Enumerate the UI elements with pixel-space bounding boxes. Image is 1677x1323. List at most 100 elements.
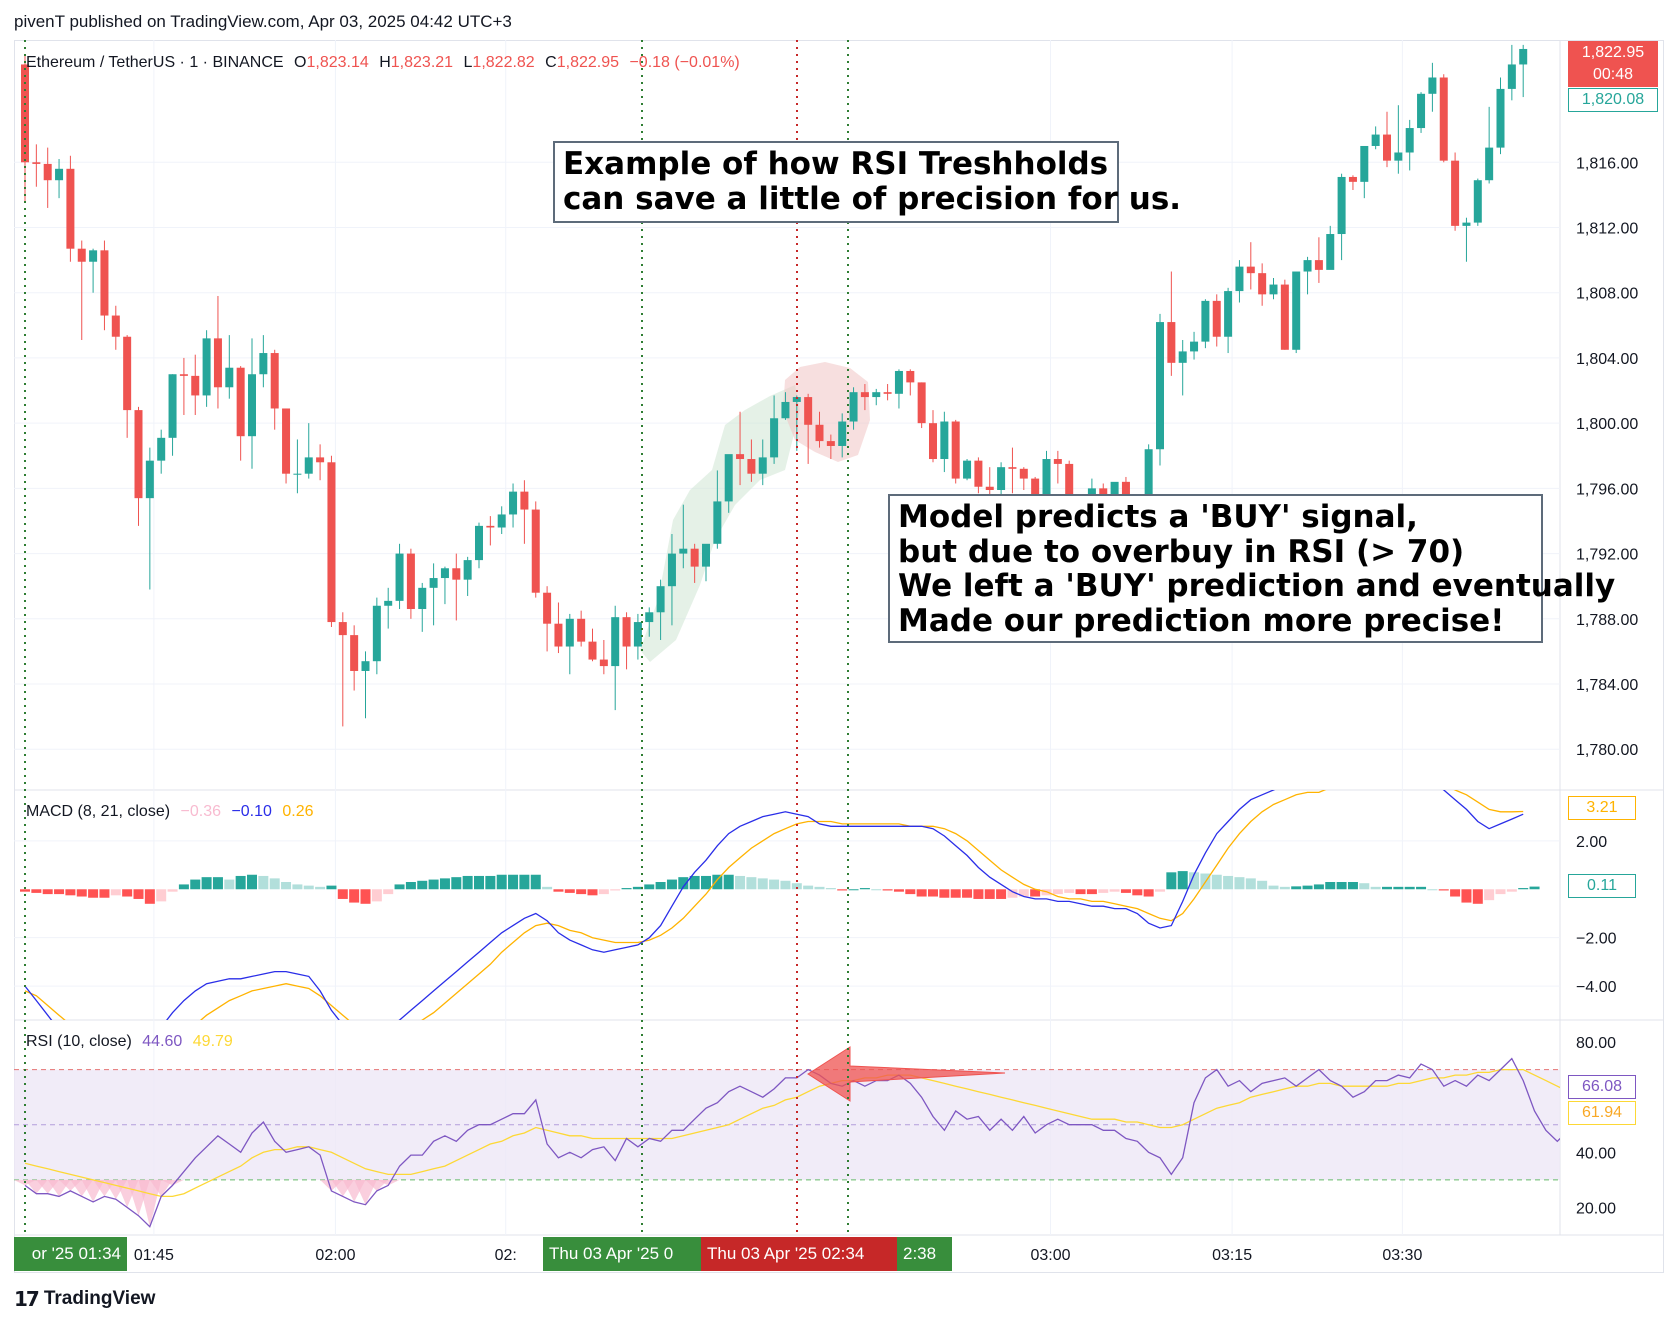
macd-histogram-bar	[190, 879, 201, 890]
macd-histogram-bar	[735, 875, 746, 890]
candle-body	[1507, 64, 1516, 89]
annotation-line: but due to overbuy in RSI (> 70)	[898, 533, 1465, 570]
candle-body	[781, 401, 790, 419]
candle-body	[123, 336, 132, 411]
candle-body	[77, 248, 86, 262]
macd-y-tick-label: −2.00	[1576, 931, 1617, 948]
tradingview-logo[interactable]: 17 TradingView	[14, 1287, 155, 1311]
macd-histogram-bar	[757, 878, 768, 890]
candle-body	[497, 514, 506, 528]
annotation-model-prediction[interactable]: Model predicts a 'BUY' signal, but due t…	[888, 494, 1615, 643]
macd-histogram-bar	[1484, 889, 1495, 901]
macd-histogram-bar	[1472, 889, 1483, 904]
macd-histogram-bar	[281, 882, 292, 890]
candle-body	[1031, 478, 1040, 497]
macd-histogram-bar	[1450, 889, 1461, 897]
macd-histogram-bar	[825, 888, 836, 890]
x-tick-label: 03:15	[1212, 1247, 1252, 1264]
candle-body	[531, 509, 540, 593]
macd-histogram-bar	[1189, 872, 1200, 890]
overbought-zone-highlight	[783, 362, 870, 462]
candle-body	[418, 587, 427, 610]
candle-body	[1269, 284, 1278, 295]
macd-histogram-bar	[394, 884, 405, 890]
candle-body	[1326, 234, 1335, 270]
rsi-y-tick-label: 80.00	[1576, 1035, 1616, 1052]
close-label: C	[545, 54, 557, 71]
macd-signal-box: 3.21	[1568, 796, 1636, 820]
candle-body	[702, 543, 710, 567]
macd-histogram-bar	[655, 882, 666, 890]
macd-histogram-bar	[439, 878, 450, 890]
high-value: 1,823.21	[390, 54, 454, 71]
macd-line	[24, 790, 1524, 1020]
macd-histogram-bar	[1234, 877, 1245, 890]
candle-body	[372, 605, 381, 662]
candle-body	[236, 367, 245, 437]
candle-body	[327, 462, 336, 623]
candle-body	[1212, 300, 1221, 337]
candle-body	[1065, 463, 1074, 502]
macd-histogram-bar	[99, 889, 110, 898]
macd-histogram-bar	[587, 889, 598, 896]
macd-histogram-bar	[712, 874, 723, 890]
candle-body	[1292, 271, 1301, 350]
candle-body	[384, 600, 393, 606]
candle-body	[543, 592, 552, 624]
symbol-label[interactable]: Ethereum / TetherUS · 1 · BINANCE	[26, 54, 284, 71]
candle-body	[225, 367, 234, 388]
tradingview-logo-icon: 17	[14, 1287, 40, 1311]
rsi-y-tick-label: 20.00	[1576, 1200, 1616, 1217]
macd-title[interactable]: MACD (8, 21, close)	[26, 803, 171, 820]
candle-body	[906, 370, 915, 383]
candle-body	[134, 410, 143, 499]
macd-histogram-bar	[1086, 889, 1097, 895]
macd-histogram-bar	[110, 889, 121, 896]
macd-histogram-bar	[791, 883, 802, 890]
y-tick-label: 1,812.00	[1576, 221, 1638, 238]
macd-histogram-bar	[1313, 884, 1324, 890]
candle-body	[1451, 160, 1460, 226]
candle-body	[1371, 134, 1380, 146]
macd-histogram-bar	[451, 877, 462, 890]
macd-histogram-bar	[1075, 889, 1086, 895]
macd-histogram-bar	[76, 889, 87, 897]
change-value: −0.18 (−0.01%)	[629, 54, 740, 71]
candle-body	[1224, 291, 1233, 337]
candle-body	[338, 622, 347, 636]
macd-histogram-bar	[326, 885, 337, 890]
time-marker-red: Thu 03 Apr '25 02:34	[701, 1237, 899, 1271]
candle-body	[1235, 266, 1244, 292]
candle-body	[463, 560, 472, 580]
macd-histogram-bar	[1461, 889, 1472, 903]
x-tick-label: 03:00	[1030, 1247, 1070, 1264]
rsi-oversold-fill	[138, 1179, 162, 1227]
candle-body	[1042, 459, 1051, 497]
macd-histogram-bar	[269, 878, 280, 890]
macd-histogram-bar	[247, 874, 257, 890]
macd-histogram-bar	[496, 874, 507, 890]
chart-frame	[14, 40, 1664, 1273]
candle-body	[259, 353, 268, 375]
candle-body	[736, 454, 745, 460]
last-price-box: 1,822.95 00:48	[1568, 41, 1658, 87]
candle-body	[565, 618, 574, 647]
macd-histogram-bar	[1155, 889, 1165, 892]
macd-histogram-bar	[1245, 878, 1256, 890]
macd-histogram-bar	[780, 880, 791, 890]
macd-histogram-bar	[871, 889, 882, 891]
candle-body	[1190, 341, 1199, 352]
macd-histogram-bar	[1359, 883, 1370, 890]
macd-histogram-bar	[349, 889, 360, 903]
candle-body	[940, 421, 949, 460]
rsi-title[interactable]: RSI (10, close)	[26, 1033, 132, 1050]
candle-body	[145, 460, 154, 499]
macd-histogram-bar	[1279, 886, 1290, 890]
candle-body	[21, 64, 29, 163]
rsi-value-box: 66.08	[1568, 1075, 1636, 1099]
annotation-rsi-thresholds[interactable]: Example of how RSI Treshholds can save a…	[553, 141, 1181, 223]
candle-body	[395, 553, 404, 601]
candle-body	[89, 250, 98, 262]
candle-body	[997, 467, 1006, 490]
